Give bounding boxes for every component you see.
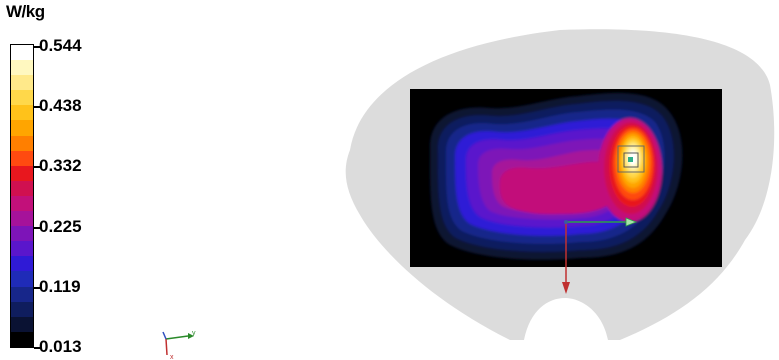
color-scale-segment xyxy=(11,105,33,121)
scale-tick-label: 0.438 xyxy=(39,96,82,116)
zoom-scan-inner-box xyxy=(623,152,639,168)
origin-point xyxy=(564,220,568,224)
legend-unit-label: W/kg xyxy=(6,2,45,21)
color-scale-bar xyxy=(10,44,34,348)
scale-tick-label: 0.225 xyxy=(39,216,82,236)
peak-location-marker xyxy=(628,157,633,162)
color-scale-segment xyxy=(11,60,33,76)
scale-tick-mark xyxy=(34,286,40,289)
scale-tick-mark xyxy=(34,226,40,229)
color-scale-segment xyxy=(11,90,33,106)
color-scale-segment xyxy=(11,165,33,181)
color-scale-segment xyxy=(11,256,33,272)
color-scale-segment xyxy=(11,271,33,287)
color-scale-segment xyxy=(11,211,33,227)
color-scale-segment xyxy=(11,45,33,61)
color-scale-segment xyxy=(11,150,33,166)
scale-tick-label: 0.544 xyxy=(39,36,82,55)
color-scale-segment xyxy=(11,241,33,257)
sar-contours xyxy=(429,92,683,260)
zoom-scan-outer-box xyxy=(617,145,645,173)
color-scale-segment xyxy=(11,195,33,212)
color-scale-segment xyxy=(11,331,33,347)
scale-tick-label: 0.013 xyxy=(39,337,82,356)
scale-tick-mark xyxy=(34,106,40,109)
color-scale-segment xyxy=(11,301,33,317)
color-scale-segment xyxy=(11,316,33,332)
scale-tick-mark xyxy=(34,46,40,48)
axis-x-label: x xyxy=(170,354,174,360)
scale-tick-mark xyxy=(34,166,40,169)
axis-orientation-icon: y x xyxy=(162,330,196,360)
scale-tick-label: 0.332 xyxy=(39,156,82,176)
color-scale-segment xyxy=(11,75,33,91)
color-scale-segment xyxy=(11,226,33,242)
color-scale-segment xyxy=(11,286,33,302)
scale-tick-mark xyxy=(34,347,40,349)
axis-y-label: y xyxy=(192,330,196,337)
color-scale-segment xyxy=(11,120,33,136)
color-scale-segment xyxy=(11,180,33,196)
scale-tick-label: 0.119 xyxy=(39,276,81,296)
color-scale-segment xyxy=(11,135,33,151)
